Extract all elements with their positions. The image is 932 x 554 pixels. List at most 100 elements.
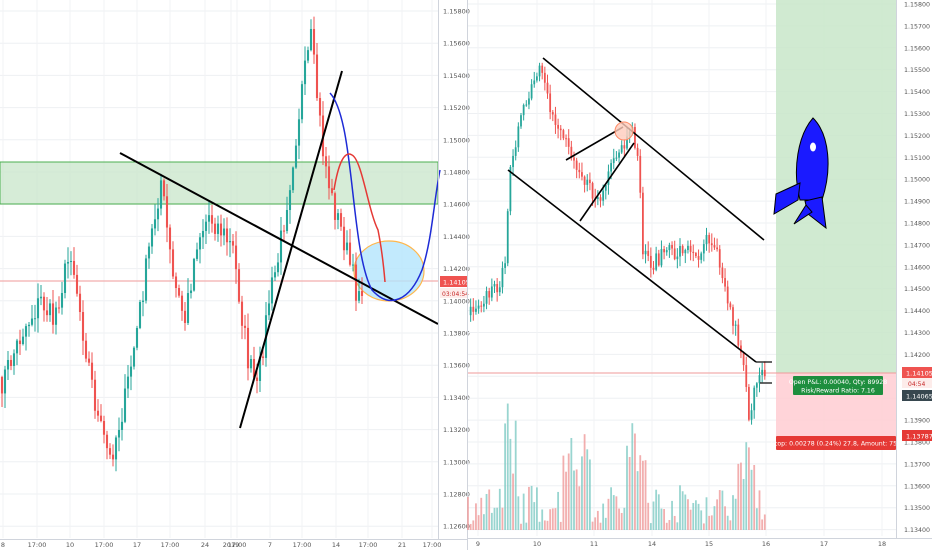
left-candle-body: [165, 196, 169, 228]
left-candle-body: [336, 213, 340, 220]
left-candle-body: [357, 291, 361, 301]
left-candle-body: [351, 264, 355, 266]
left-candle-body: [117, 429, 121, 438]
left-candle-body: [219, 223, 223, 236]
right-candle-body: [551, 112, 554, 115]
left-candle-body: [24, 326, 28, 337]
volume-bar: [740, 462, 742, 530]
left-candle-body: [99, 415, 103, 421]
left-candle-body: [60, 292, 64, 308]
volume-bar: [549, 509, 552, 530]
left-candle-body: [48, 303, 52, 316]
right-candle-body: [726, 286, 729, 304]
right-candle-body: [687, 245, 689, 251]
volume-bar: [755, 508, 758, 530]
volume-bar: [573, 470, 575, 530]
volume-bar: [538, 521, 541, 530]
right-price-tick-label: 1.13800: [904, 440, 930, 447]
right-candle-body: [679, 245, 681, 257]
left-candle-body: [102, 420, 106, 435]
volume-bar: [671, 500, 673, 530]
flag-lower-line: [579, 142, 635, 222]
left-time-tick-label: 21: [398, 541, 406, 549]
right-candle-body: [514, 147, 517, 156]
left-candle-body: [9, 359, 13, 366]
right-price-tick-label: 1.15800: [904, 2, 930, 9]
left-candle-body: [279, 230, 283, 263]
volume-bar: [620, 512, 623, 530]
left-candle-body: [6, 359, 10, 370]
right-candle-body: [626, 136, 628, 149]
channel-lower-line: [507, 169, 757, 363]
left-candle-body: [159, 180, 163, 209]
right-candle-body: [504, 263, 506, 268]
left-candle-body: [126, 376, 130, 389]
left-red-curve: [333, 153, 386, 283]
right-last-price-text: 1.14105: [906, 370, 932, 378]
volume-bar: [615, 496, 618, 530]
volume-bar: [705, 497, 708, 530]
left-last-price-badge: 1.14105 03:04:54: [440, 276, 470, 298]
left-candle-body: [183, 310, 187, 323]
volume-bar: [742, 478, 745, 530]
right-candles: [469, 62, 766, 425]
right-candle-body: [745, 365, 748, 387]
right-candle-body: [599, 197, 602, 201]
left-candle-body: [66, 262, 70, 264]
left-candle-body: [69, 261, 73, 263]
right-candle-body: [509, 167, 512, 212]
right-candle-body: [493, 284, 496, 287]
left-candle-body: [84, 340, 88, 359]
right-time-tick-label: 11: [590, 540, 598, 548]
left-candle-body: [198, 237, 202, 250]
right-time-tick-label: 10: [533, 540, 541, 548]
stop-price-text: 1.13787: [906, 433, 932, 441]
right-candle-body: [732, 307, 734, 326]
left-candle-body: [282, 230, 286, 232]
left-price-tick-label: 1.12600: [443, 523, 470, 531]
right-price-tick-label: 1.14200: [904, 352, 930, 359]
right-candle-body: [634, 127, 636, 148]
left-candle-body: [144, 258, 148, 301]
right-candle-body: [498, 287, 501, 293]
volume-bar: [708, 515, 711, 530]
volume-bar: [509, 438, 512, 530]
left-candle-body: [87, 358, 91, 363]
right-candle-body: [525, 104, 528, 106]
left-candle-body: [354, 264, 358, 301]
left-candle-body: [267, 303, 271, 316]
left-candle-body: [21, 336, 25, 345]
volume-bar: [581, 456, 583, 530]
right-candle-body: [570, 146, 573, 158]
right-time-tick-label: 17: [820, 540, 828, 548]
left-price-axis: 1.15800 1.15600 1.15400 1.15200 1.15000 1.148…: [438, 0, 470, 540]
right-candle-body: [530, 84, 533, 99]
left-candle-body: [228, 241, 232, 243]
right-price-tick-label: 1.14500: [904, 286, 930, 293]
right-candle-body: [589, 179, 591, 184]
left-candle-body: [3, 369, 7, 394]
volume-bar: [639, 455, 642, 530]
right-price-tick-label: 1.14300: [904, 330, 930, 337]
volume-bar: [626, 445, 628, 530]
left-price-tick-label: 1.13200: [443, 426, 470, 434]
left-candle-body: [51, 303, 55, 325]
volume-bar: [543, 520, 546, 530]
volume-bar: [628, 456, 631, 530]
volume-bar: [594, 517, 597, 530]
volume-bar: [469, 523, 472, 530]
right-candle-body: [575, 160, 578, 170]
volume-bar: [522, 493, 525, 530]
left-candle-body: [312, 28, 316, 55]
right-candle-body: [528, 98, 530, 105]
left-candle-body: [138, 302, 142, 328]
volume-bar: [541, 509, 544, 530]
volume-bar: [695, 500, 697, 530]
left-candle-body: [27, 324, 31, 327]
right-last-price-badge: 1.14105 04:54: [902, 367, 932, 388]
right-candle-body: [758, 375, 761, 384]
left-candles: [0, 16, 364, 472]
left-candle-body: [285, 209, 289, 231]
left-candle-body: [168, 227, 172, 250]
